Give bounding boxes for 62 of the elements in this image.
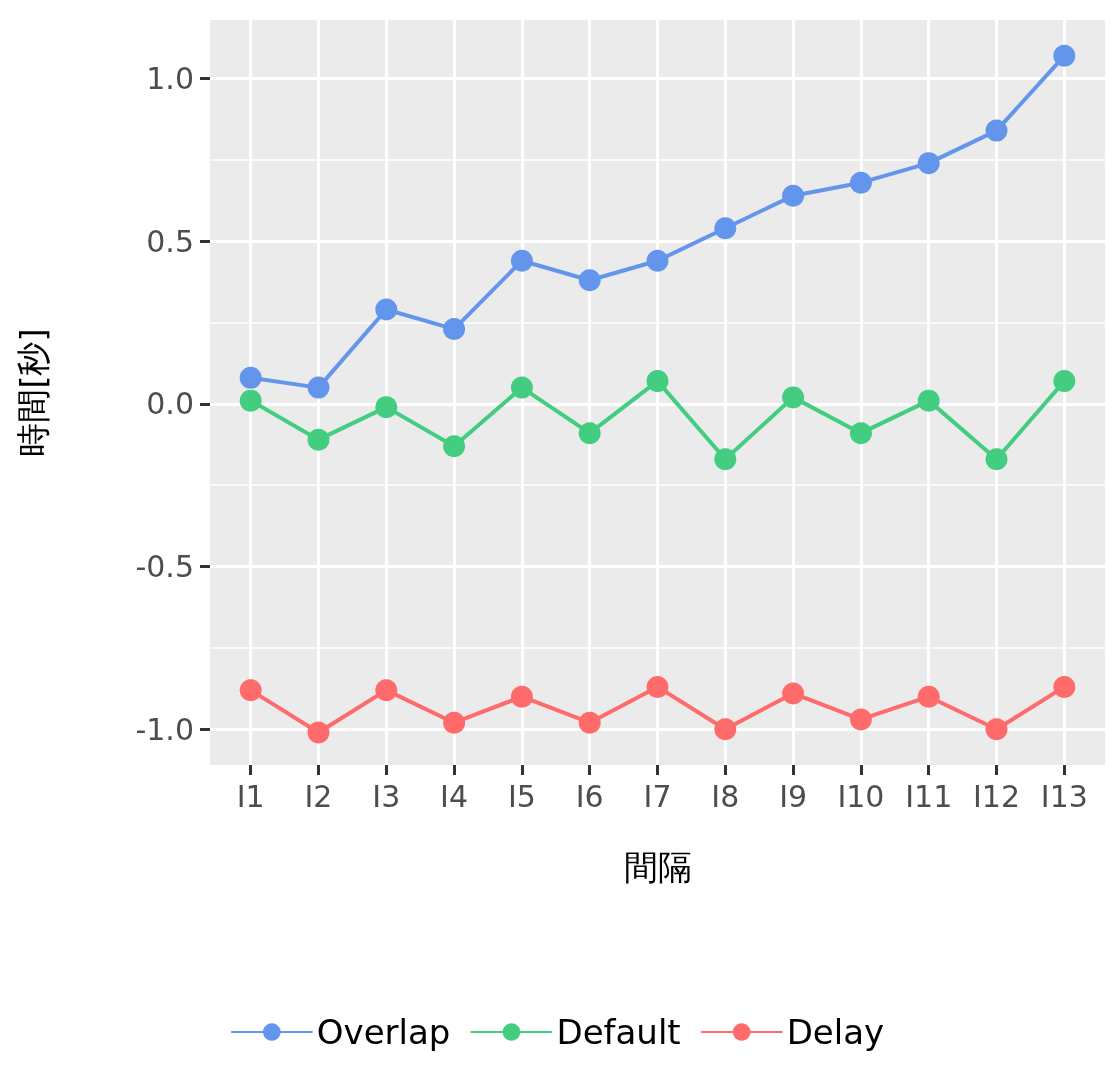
point xyxy=(849,171,872,194)
point xyxy=(714,718,737,741)
point xyxy=(646,675,669,698)
y-axis-title: 時間[秒] xyxy=(13,328,53,457)
y-tick-label: -1.0 xyxy=(135,711,194,747)
point xyxy=(307,428,330,451)
point xyxy=(917,685,940,708)
x-tick-label: I9 xyxy=(779,778,808,814)
y-tick-label: 0.5 xyxy=(146,223,194,259)
y-tick-label: 1.0 xyxy=(146,61,194,97)
y-tick-label: -0.5 xyxy=(135,549,194,585)
legend-label: Default xyxy=(556,1012,681,1052)
x-tick-label: I10 xyxy=(837,778,885,814)
x-tick-label: I4 xyxy=(440,778,469,814)
point xyxy=(849,422,872,445)
point xyxy=(375,298,398,321)
point xyxy=(510,376,533,399)
x-axis-title: 間隔 xyxy=(623,847,692,887)
point xyxy=(239,679,262,702)
point xyxy=(1053,370,1076,393)
x-tick-label: I1 xyxy=(236,778,265,814)
x-tick-label: I2 xyxy=(304,778,333,814)
point xyxy=(578,711,601,734)
point xyxy=(1053,675,1076,698)
x-tick-label: I3 xyxy=(372,778,401,814)
point xyxy=(985,718,1008,741)
point xyxy=(578,269,601,292)
legend-label: Overlap xyxy=(316,1012,451,1052)
point xyxy=(782,386,805,409)
x-tick-label: I11 xyxy=(905,778,953,814)
point xyxy=(646,249,669,272)
point xyxy=(782,184,805,207)
point xyxy=(307,376,330,399)
x-tick-label: I12 xyxy=(973,778,1021,814)
point xyxy=(714,448,737,471)
point xyxy=(443,711,466,734)
point xyxy=(782,682,805,705)
point xyxy=(375,679,398,702)
point xyxy=(307,721,330,744)
point xyxy=(917,152,940,175)
x-tick-label: I5 xyxy=(507,778,536,814)
point xyxy=(985,119,1008,142)
point xyxy=(239,389,262,412)
point xyxy=(443,318,466,341)
point xyxy=(646,370,669,393)
point xyxy=(917,389,940,412)
point xyxy=(510,685,533,708)
point xyxy=(443,435,466,458)
point xyxy=(1053,44,1076,67)
x-tick-label: I6 xyxy=(575,778,604,814)
y-tick-label: 0.0 xyxy=(146,386,194,422)
point xyxy=(714,217,737,240)
x-tick-label: I8 xyxy=(711,778,740,814)
x-tick-label: I13 xyxy=(1040,778,1088,814)
point xyxy=(239,366,262,389)
point xyxy=(578,422,601,445)
point xyxy=(985,448,1008,471)
point xyxy=(375,396,398,419)
x-tick-label: I7 xyxy=(643,778,672,814)
legend-label: Delay xyxy=(786,1012,885,1052)
point xyxy=(849,708,872,731)
point xyxy=(510,249,533,272)
